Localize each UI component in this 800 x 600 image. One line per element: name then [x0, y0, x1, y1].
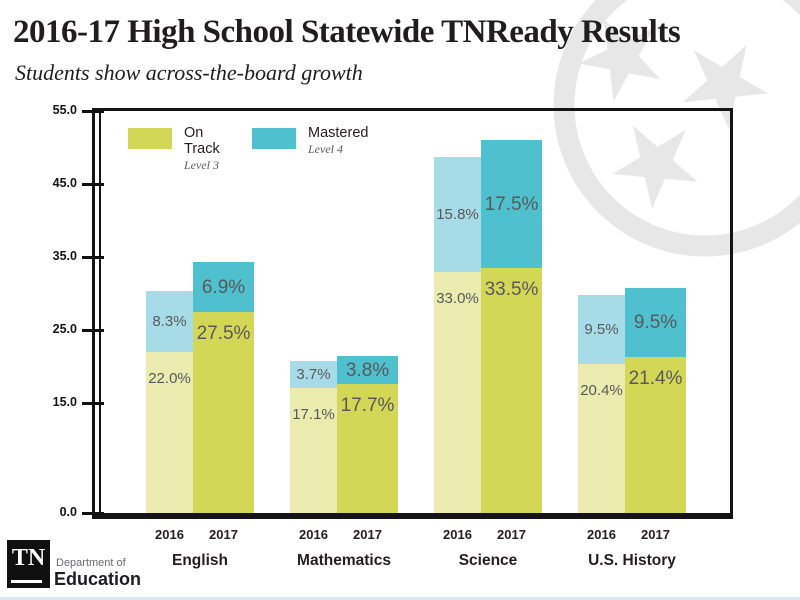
value-label-on-track: 17.1% [292, 406, 335, 423]
value-label-on-track: 17.7% [340, 395, 395, 416]
bar-2017-english: 27.5% 6.9% [193, 262, 254, 513]
value-label-on-track: 27.5% [196, 323, 251, 344]
bar-2017-science: 33.5% 17.5% [481, 140, 542, 513]
segment-on-track: 20.4% [578, 364, 625, 513]
y-axis-tick-label: 35.0 [52, 249, 77, 264]
legend-sublabel-on-track: Level 3 [184, 158, 219, 172]
segment-on-track: 33.5% [481, 268, 542, 513]
tn-logo-rule [11, 580, 42, 583]
y-axis-tick [82, 511, 104, 515]
y-axis-tick [82, 182, 104, 186]
bar-2016-science: 33.0% 15.8% [434, 157, 481, 513]
x-axis-category-label: Science [458, 552, 518, 569]
y-axis-tick [82, 401, 104, 405]
y-axis-tick-label: 15.0 [52, 395, 77, 410]
value-label-mastered: 15.8% [436, 206, 479, 223]
tn-tristar-watermark-icon [553, 0, 800, 257]
value-label-mastered: 8.3% [152, 313, 187, 330]
legend-label-mastered: Mastered [308, 125, 369, 141]
value-label-mastered: 9.5% [584, 321, 619, 338]
tn-logo-letters: TN [11, 545, 46, 571]
y-axis-tick-label: 45.0 [52, 176, 77, 191]
segment-mastered: 3.8% [337, 356, 398, 384]
bar-2016-u-s-history: 20.4% 9.5% [578, 295, 625, 513]
page-subtitle: Students show across-the-board growth [15, 60, 363, 85]
value-label-on-track: 33.0% [436, 290, 479, 307]
value-label-on-track: 20.4% [580, 382, 623, 399]
y-axis-tick-label: 55.0 [52, 103, 77, 117]
bar-2017-mathematics: 17.7% 3.8% [337, 356, 398, 513]
x-axis-year-label: 2016 [587, 527, 616, 542]
segment-mastered: 9.5% [578, 295, 625, 364]
x-axis-category-label: English [172, 552, 228, 569]
value-label-mastered: 9.5% [633, 312, 678, 333]
legend-swatch-mastered [252, 128, 296, 149]
x-axis-year-label: 2017 [209, 527, 238, 542]
bar-chart-frame: 55.0 45.0 35.0 25.0 15.0 0.0 22.0% 8.3% 2016 27.5… [53, 103, 733, 569]
segment-mastered: 15.8% [434, 157, 481, 272]
x-axis-year-label: 2017 [497, 527, 526, 542]
tn-dept-logo: TN [7, 540, 50, 588]
value-label-on-track: 22.0% [148, 370, 191, 387]
value-label-mastered: 17.5% [484, 193, 539, 215]
legend-swatch-on-track [128, 128, 172, 149]
education-text: Education [54, 569, 142, 589]
page-title: 2016-17 High School Statewide TNReady Re… [13, 14, 681, 50]
value-label-mastered: 3.7% [296, 366, 331, 383]
segment-on-track: 27.5% [193, 312, 254, 513]
bar-2016-mathematics: 17.1% 3.7% [290, 361, 337, 513]
legend-sublabel-mastered: Level 4 [308, 142, 343, 156]
x-axis-year-label: 2017 [353, 527, 382, 542]
y-axis-tick [82, 255, 104, 259]
segment-on-track: 22.0% [146, 352, 193, 513]
value-label-on-track: 33.5% [484, 279, 539, 300]
x-axis-category-label: Mathematics [297, 552, 391, 569]
segment-mastered: 8.3% [146, 291, 193, 352]
value-label-on-track: 21.4% [628, 368, 683, 389]
x-axis-year-label: 2016 [155, 527, 184, 542]
y-axis-tick-label: 25.0 [52, 322, 77, 337]
segment-mastered: 6.9% [193, 262, 254, 312]
x-axis-year-label: 2016 [299, 527, 328, 542]
segment-mastered: 3.7% [290, 361, 337, 388]
y-axis-line [99, 111, 101, 513]
legend-item-mastered: Mastered Level 4 [308, 125, 368, 157]
bar-2016-english: 22.0% 8.3% [146, 291, 193, 513]
x-axis-year-label: 2017 [641, 527, 670, 542]
bar-2017-u-s-history: 21.4% 9.5% [625, 288, 686, 513]
y-axis-tick-label: 0.0 [59, 505, 77, 519]
segment-on-track: 17.1% [290, 388, 337, 513]
segment-on-track: 21.4% [625, 357, 686, 513]
segment-on-track: 33.0% [434, 272, 481, 513]
value-label-mastered: 3.8% [345, 359, 390, 381]
dept-of-text: Department of [56, 557, 126, 569]
segment-mastered: 9.5% [625, 288, 686, 357]
plot-area: 55.0 45.0 35.0 25.0 15.0 0.0 22.0% 8.3% 2016 27.5… [53, 103, 730, 569]
y-axis-tick [82, 328, 104, 332]
x-axis-category-label: U.S. History [588, 552, 676, 569]
y-axis-tick [82, 109, 104, 113]
legend-item-on-track: On Track Level 3 [184, 125, 220, 173]
bottom-accent-strip [0, 597, 800, 600]
value-label-mastered: 6.9% [201, 276, 246, 298]
segment-on-track: 17.7% [337, 384, 398, 513]
x-axis-year-label: 2016 [443, 527, 472, 542]
segment-mastered: 17.5% [481, 140, 542, 268]
legend-label-on-track: On Track [184, 125, 220, 157]
